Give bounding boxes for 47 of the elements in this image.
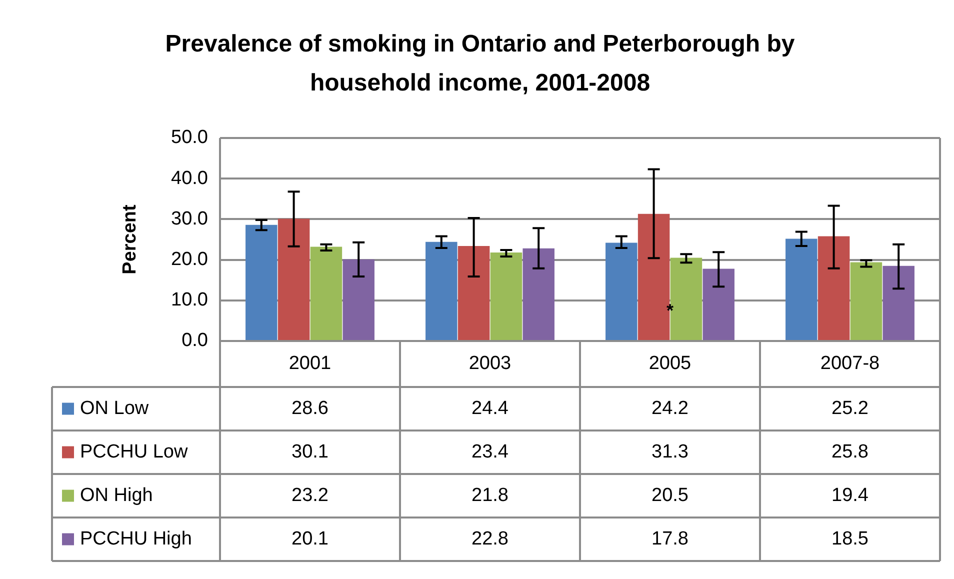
x-tick-label: 2003	[468, 353, 512, 374]
legend-label: PCCHU Low	[80, 441, 188, 462]
bar	[702, 268, 734, 340]
data-label: 25.8	[832, 441, 868, 462]
data-label: 24.2	[652, 398, 688, 419]
bar	[850, 262, 882, 340]
data-label: 30.1	[292, 441, 328, 462]
data-label: 17.8	[652, 528, 688, 550]
legend-label: PCCHU High	[80, 528, 192, 550]
bar	[818, 236, 850, 340]
y-tick-label: 40.0	[171, 168, 208, 189]
bar	[426, 242, 458, 340]
annotation: *	[666, 300, 674, 320]
bar	[786, 238, 818, 340]
legend-label: ON Low	[80, 398, 149, 419]
x-tick-label: 2005	[648, 353, 692, 374]
bar	[278, 218, 310, 340]
data-label: 31.3	[652, 441, 688, 462]
data-label: 25.2	[832, 398, 868, 419]
bar	[882, 266, 914, 340]
bar	[342, 259, 374, 340]
chart-title: Prevalence of smoking in Ontario and Peterborough by household income, 2001-2008	[165, 30, 796, 97]
data-label: 24.4	[472, 398, 509, 419]
y-tick-label: 0.0	[182, 330, 208, 352]
legend-label: ON High	[80, 484, 153, 506]
data-label: 20.5	[652, 484, 688, 506]
data-label: 22.8	[472, 528, 508, 550]
y-tick-label: 20.0	[171, 249, 208, 270]
data-label: 21.8	[472, 484, 508, 506]
bar	[522, 248, 554, 340]
data-label: 23.2	[292, 484, 328, 506]
data-label: 23.4	[472, 441, 509, 462]
data-label: 28.6	[292, 398, 328, 419]
x-tick-label: 2001	[288, 353, 332, 374]
data-label: 19.4	[832, 484, 869, 506]
bar	[490, 252, 522, 340]
y-tick-label: 10.0	[171, 290, 208, 311]
y-tick-label: 30.0	[171, 208, 208, 230]
data-label: 18.5	[832, 528, 868, 550]
bar	[246, 224, 278, 340]
y-tick-label: 50.0	[171, 127, 208, 148]
x-tick-label: 2007-8	[820, 353, 880, 374]
bar	[458, 246, 490, 340]
data-label: 20.1	[292, 528, 328, 550]
bar	[606, 242, 638, 340]
y-axis-title: Percent	[120, 204, 141, 274]
bar	[310, 246, 342, 340]
